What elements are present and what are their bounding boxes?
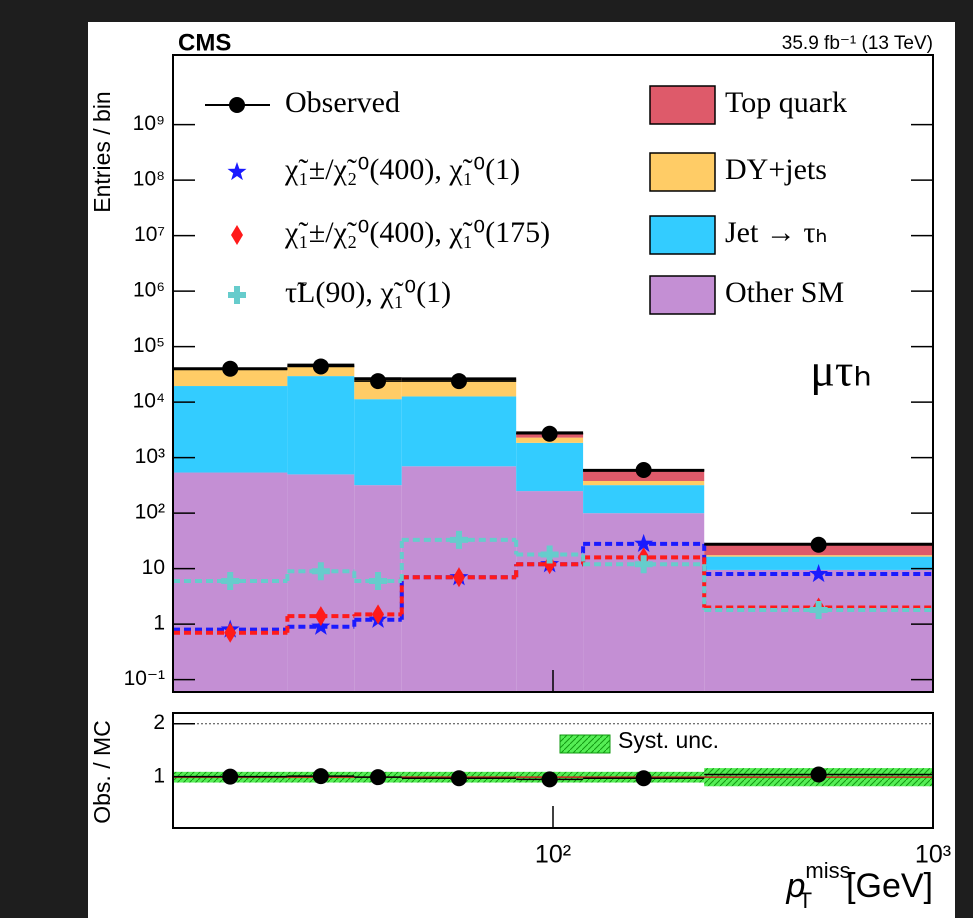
stack-segment (704, 556, 933, 570)
legend-marker (229, 97, 245, 113)
marker-circle (541, 425, 558, 442)
ratio-panel: 1 2 10² 10³ Syst. unc. (153, 670, 951, 869)
x-tick-label: 10³ (915, 841, 951, 869)
y-tick-label: 10⁴ (133, 390, 165, 413)
legend-label: Top quark (725, 86, 847, 119)
marker-star (634, 533, 654, 552)
y-tick-label: 10³ (135, 445, 165, 468)
stack-segment (704, 555, 933, 557)
legend-marker (227, 162, 247, 181)
x-axis-label: pmiss T [GeV] (785, 858, 933, 913)
legend-marker (231, 225, 243, 245)
y-tick-label: 10⁶ (133, 279, 165, 302)
experiment-label: CMS (178, 29, 231, 56)
channel-annotation: μτₕ (810, 345, 872, 396)
stack-segment (287, 376, 355, 475)
marker-circle (810, 536, 827, 553)
stack-segment (583, 485, 705, 514)
stack-segment (173, 368, 288, 387)
luminosity-label: 35.9 fb⁻¹ (13 TeV) (782, 33, 933, 54)
marker-circle (370, 769, 387, 786)
legend-swatch (649, 152, 716, 192)
stack-segment (173, 386, 288, 473)
legend-label: τ̃L(90), χ̃₁⁰(1) (285, 276, 451, 309)
stack-segment (401, 396, 517, 467)
x-label-superscript: miss (805, 858, 850, 883)
marker-circle (450, 373, 467, 390)
y-tick-label: 10² (135, 501, 165, 524)
y-tick-label: 10⁻¹ (124, 667, 165, 690)
marker-circle (370, 373, 387, 390)
legend-swatch (649, 275, 716, 315)
marker-diamond (314, 606, 327, 627)
stack-segment (516, 491, 584, 692)
marker-circle (450, 770, 467, 787)
legend-label: Other SM (725, 276, 844, 309)
x-tick-label: 10² (535, 841, 571, 869)
marker-cross (809, 601, 828, 620)
marker-cross (311, 562, 330, 581)
x-label-symbol: p (785, 867, 805, 905)
legend-swatch (649, 215, 716, 255)
marker-circle (312, 358, 329, 375)
plot-frame (172, 712, 934, 829)
stack-segment (516, 442, 584, 492)
y-tick-label: 10⁷ (134, 223, 165, 246)
marker-circle (541, 771, 558, 788)
y-tick-label: 1 (153, 612, 165, 635)
marker-cross (221, 571, 240, 590)
marker-diamond (224, 622, 237, 643)
legend-label: Jet → τₕ (725, 216, 828, 249)
marker-cross (449, 530, 468, 549)
marker-cross (540, 545, 559, 564)
stack-segment (354, 399, 402, 486)
legend-swatch (559, 734, 611, 754)
marker-circle (810, 766, 827, 783)
y-tick-label: 10⁹ (133, 112, 165, 135)
marker-circle (635, 461, 652, 478)
legend-swatch (649, 85, 716, 125)
legend-label: χ̃₁±/χ̃₂⁰(400), χ̃₁⁰(175) (284, 216, 550, 249)
y-tick-label: 10⁸ (133, 168, 165, 191)
stack-segment (583, 481, 705, 486)
ratio-y-label: Obs. / MC (89, 720, 115, 824)
legend-label: Observed (285, 86, 400, 119)
marker-circle (222, 360, 239, 377)
legend-marker (228, 286, 246, 304)
legend-label: Syst. unc. (618, 727, 719, 753)
y-tick-label: 1 (153, 765, 165, 788)
marker-star (809, 564, 829, 583)
marker-circle (635, 770, 652, 787)
legend-label: χ̃₁±/χ̃₂⁰(400), χ̃₁⁰(1) (284, 153, 520, 186)
x-label-unit: [GeV] (846, 867, 933, 905)
x-label-subscript: T (799, 888, 812, 913)
main-panel: 10⁻¹ 1 10 10² 10³ 10⁴ 10⁵ 10⁶ 10⁷ 10⁸ 10⁹ Observed χ… (124, 54, 934, 693)
marker-circle (222, 768, 239, 785)
marker-circle (312, 768, 329, 785)
y-tick-label: 2 (153, 711, 165, 734)
y-axis-label: Entries / bin (89, 91, 115, 212)
marker-diamond (452, 567, 465, 588)
y-tick-label: 10 (142, 556, 165, 579)
legend-label: DY+jets (725, 153, 827, 186)
y-tick-label: 10⁵ (133, 334, 165, 357)
marker-diamond (372, 604, 385, 625)
stack-segment (287, 474, 355, 692)
marker-cross (369, 571, 388, 590)
stack-segment (704, 569, 933, 692)
marker-cross (634, 555, 653, 574)
